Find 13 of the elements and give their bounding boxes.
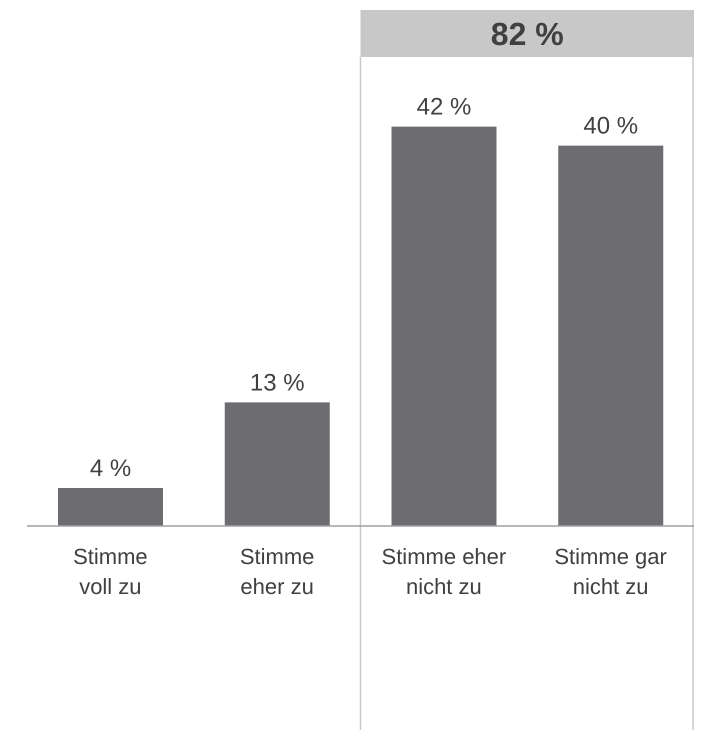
data-label: 4 %	[90, 454, 132, 482]
bar	[558, 146, 664, 526]
x-tick-label: Stimme gar nicht zu	[554, 544, 667, 599]
bar	[224, 402, 330, 526]
data-label: 40 %	[583, 112, 638, 140]
bar	[58, 488, 163, 526]
text: 82 %	[490, 16, 564, 52]
x-tick-label: Stimme voll zu	[73, 544, 148, 599]
data-label: 42 %	[416, 94, 472, 121]
data-label: 13 %	[250, 369, 305, 396]
bar	[392, 126, 496, 526]
x-tick-label: Stimme eher nicht zu	[382, 544, 506, 599]
x-tick-label: Stimme eher zu	[240, 544, 314, 599]
